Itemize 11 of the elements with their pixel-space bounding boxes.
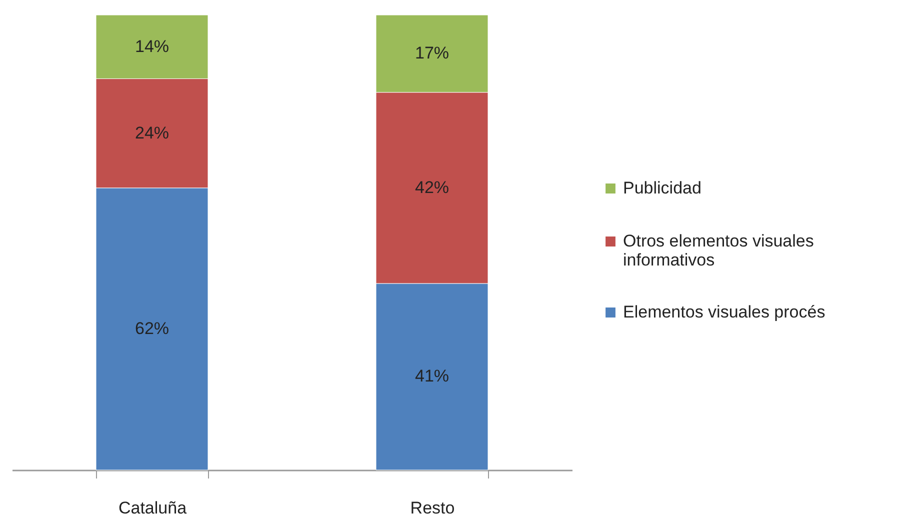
x-tick-label: Cataluña: [118, 498, 188, 518]
data-label: 17%: [414, 44, 450, 63]
data-label: 24%: [134, 123, 170, 142]
x-tick-label: Resto: [410, 498, 455, 518]
data-label: 41%: [414, 366, 450, 386]
legend-label: Otros elementos visuales informativos: [623, 232, 814, 270]
legend-label: Elementos visuales procés: [623, 302, 826, 322]
data-label: 14%: [134, 36, 170, 56]
data-label: 42%: [414, 178, 450, 197]
data-label: 62%: [134, 318, 170, 338]
legend-label: Publicidad: [623, 178, 702, 198]
